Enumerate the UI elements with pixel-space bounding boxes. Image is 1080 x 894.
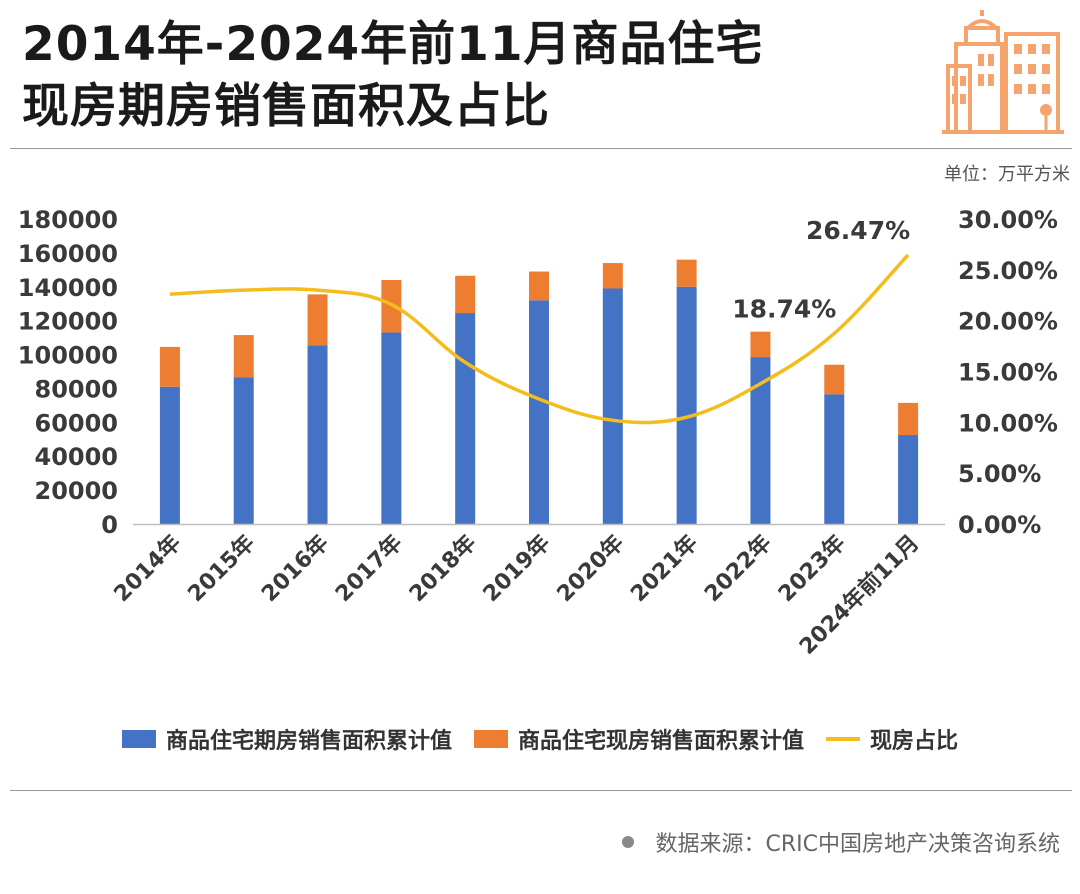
bar-presale	[750, 357, 771, 524]
bottom-divider	[10, 790, 1072, 791]
y-tick-label: 180000	[18, 206, 118, 234]
bar-completed	[233, 335, 254, 378]
bar-completed	[676, 259, 697, 287]
y-tick-label: 140000	[18, 274, 118, 302]
source-note: 数据来源：CRIC中国房地产决策咨询系统	[621, 826, 1061, 858]
y-tick-label: 160000	[18, 240, 118, 268]
x-tick-label: 2021年	[626, 530, 703, 607]
buildings-logo-icon	[942, 10, 1064, 134]
x-tick-label: 2014年	[109, 530, 186, 607]
bar-completed	[898, 402, 919, 436]
legend-label-presale: 商品住宅期房销售面积累计值	[165, 729, 452, 754]
x-tick-label: 2019年	[478, 530, 555, 607]
y2-tick-label: 25.00%	[958, 257, 1058, 285]
bar-presale	[381, 332, 402, 524]
legend-swatch-yellow-line	[826, 737, 860, 741]
bar-completed	[750, 331, 771, 358]
source-text: 数据来源：CRIC中国房地产决策咨询系统	[655, 832, 1061, 857]
bar-completed	[602, 263, 623, 289]
bullet-dot-icon	[621, 836, 634, 848]
bar-completed	[529, 271, 549, 301]
legend-item-completed: 商品住宅现房销售面积累计值	[473, 723, 804, 755]
y-tick-label: 120000	[18, 308, 118, 336]
bar-presale	[898, 435, 919, 524]
title-line-1: 2014年-2024年前11月商品住宅	[22, 17, 764, 72]
bar-presale	[233, 377, 254, 524]
bar-presale	[602, 288, 623, 524]
y-tick-label: 40000	[35, 443, 119, 471]
bar-presale	[455, 313, 476, 524]
y2-tick-label: 0.00%	[958, 511, 1041, 539]
bar-presale	[159, 386, 180, 524]
legend-item-ratio: 现房占比	[826, 723, 958, 755]
title-line-2: 现房期房销售面积及占比	[22, 79, 550, 134]
bar-presale	[676, 286, 697, 524]
bar-presale	[529, 300, 549, 524]
page-title: 2014年-2024年前11月商品住宅 现房期房销售面积及占比	[22, 14, 922, 138]
x-tick-label: 2023年	[773, 530, 850, 607]
legend-item-presale: 商品住宅期房销售面积累计值	[121, 723, 452, 755]
chart: 0 20000 40000 60000 80000 100000 120000 140000 1…	[18, 206, 1058, 660]
bar-completed	[824, 364, 845, 395]
ratio-line	[169, 253, 910, 425]
y2-tick-label: 5.00%	[958, 460, 1041, 488]
legend-label-ratio: 现房占比	[870, 729, 959, 754]
legend: 商品住宅期房销售面积累计值 商品住宅现房销售面积累计值 现房占比	[0, 723, 1080, 755]
y2-tick-label: 10.00%	[958, 409, 1058, 437]
bar-completed	[159, 346, 180, 387]
x-tick-label: 2022年	[699, 530, 776, 607]
y2-tick-label: 30.00%	[958, 206, 1058, 234]
y-tick-label: 60000	[35, 409, 119, 437]
legend-label-completed: 商品住宅现房销售面积累计值	[517, 729, 804, 754]
y-tick-label: 0	[101, 511, 118, 539]
y-tick-label: 100000	[18, 342, 118, 370]
bar-completed	[307, 294, 328, 346]
ratio-data-label: 18.74%	[732, 294, 836, 323]
x-tick-label: 2017年	[330, 530, 407, 607]
bar-completed	[455, 275, 476, 314]
ratio-data-label: 26.47%	[806, 216, 910, 245]
x-tick-label: 2018年	[404, 530, 481, 607]
x-tick-label: 2015年	[183, 530, 260, 607]
bar-presale	[307, 345, 328, 524]
y-tick-label: 80000	[35, 375, 119, 403]
legend-swatch-blue	[121, 730, 156, 748]
bar-presale	[824, 394, 845, 524]
unit-label: 单位：万平方米	[944, 164, 1070, 185]
y2-tick-label: 15.00%	[958, 359, 1058, 387]
y-tick-label: 20000	[35, 477, 119, 505]
top-divider	[10, 148, 1072, 149]
legend-swatch-orange	[473, 730, 508, 748]
y2-tick-label: 20.00%	[958, 308, 1058, 336]
x-tick-label: 2020年	[552, 530, 629, 607]
x-tick-label: 2016年	[257, 530, 334, 607]
